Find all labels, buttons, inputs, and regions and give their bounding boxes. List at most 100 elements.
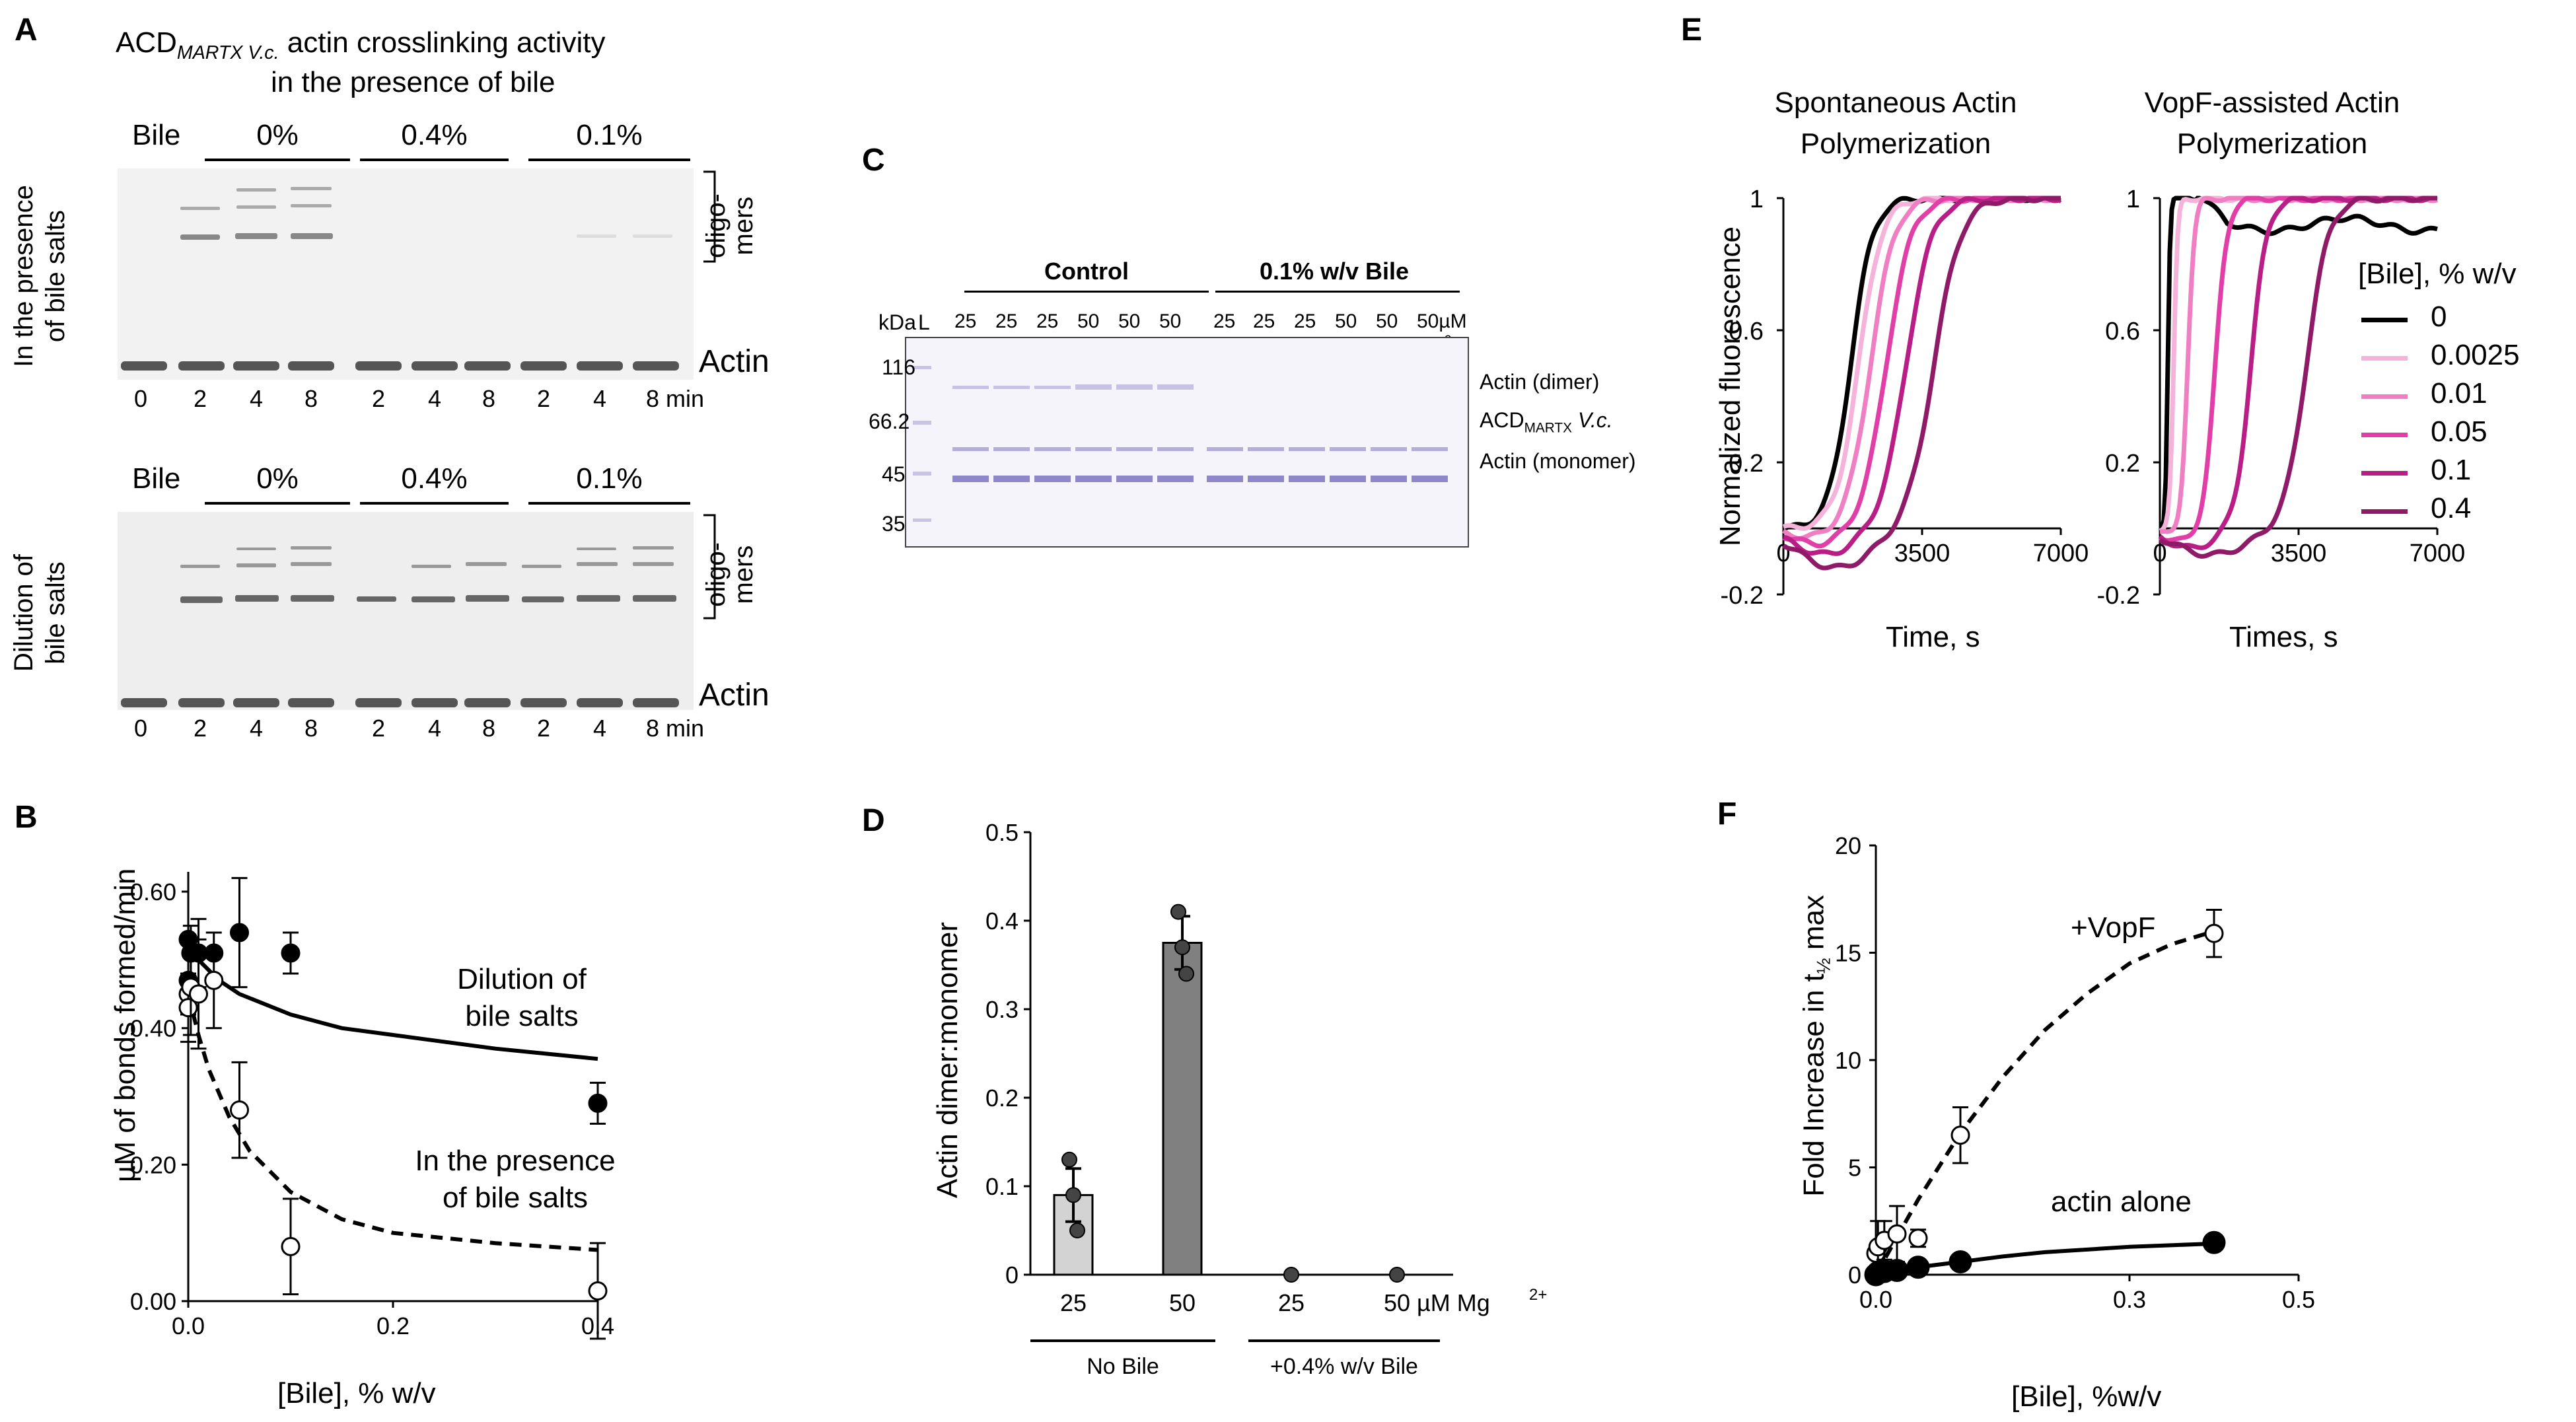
x-tick-label: 3500 [1894, 540, 1950, 567]
data-point [204, 970, 224, 990]
x-tick-label: 0.0 [1859, 1286, 1892, 1313]
b-ylabel: µM of bonds formed/min [109, 868, 141, 1182]
gel-band [180, 207, 220, 210]
gel-band [355, 361, 402, 371]
lane-labels: 25 25 25 50 50 50 25 25 25 50 50 50µM Mg… [954, 310, 1467, 356]
gel-band [633, 562, 674, 566]
series-line-0.01 [1782, 196, 2061, 541]
gel-band [952, 386, 989, 389]
group-label: +0.4% w/v Bile [1270, 1354, 1418, 1379]
unit-label: µM Mg [1417, 1289, 1490, 1316]
gel-band [1157, 384, 1194, 390]
e-ylabel: Normalized fluorescence [1714, 226, 1746, 547]
gel-band [633, 595, 676, 602]
gel-band [1412, 476, 1448, 482]
group-label-bottom-0: 0% [256, 462, 299, 495]
e-legend-title: [Bile], % w/v [2358, 258, 2517, 290]
gel-band [993, 476, 1030, 482]
f-xlabel: [Bile], %w/v [2011, 1380, 2162, 1413]
data-point [230, 1100, 249, 1120]
legend-swatch [2361, 318, 2408, 322]
y-tick-label: 0.60 [130, 878, 176, 906]
gel-band [235, 233, 277, 239]
b-label-dilution: Dilution of bile salts [457, 963, 587, 1032]
legend-label: 0.01 [2431, 377, 2487, 409]
x-tick-label: 0.2 [376, 1312, 410, 1339]
data-point [189, 984, 208, 1004]
x-tick-label: 0.0 [172, 1312, 205, 1339]
gel-band [993, 447, 1030, 451]
category-label: 50 [1169, 1289, 1196, 1316]
panel-d-letter: D [862, 803, 885, 838]
y-tick-label: 0.2 [2105, 450, 2140, 478]
legend-swatch [2361, 433, 2408, 437]
gel-band [235, 595, 279, 602]
kda-label: kDa [878, 310, 916, 334]
gel-band [236, 563, 276, 567]
gel-band [1075, 384, 1112, 390]
data-point [1061, 1151, 1077, 1168]
gel-bottom-side-label: Dilution of bile salts [9, 554, 70, 672]
gel-top [118, 168, 694, 380]
y-tick-label: 10 [1835, 1047, 1861, 1074]
gel-band [180, 565, 220, 568]
gel-band [1157, 447, 1194, 451]
gel-band [291, 546, 332, 550]
gel-band [520, 361, 567, 371]
y-tick-label: 0.6 [2105, 318, 2140, 345]
marker-35: 35 [882, 512, 906, 536]
group-underline [528, 502, 690, 505]
legend-label: 0.1 [2431, 454, 2472, 486]
band-dimer-label: Actin (dimer) [1480, 370, 1600, 394]
gel-band [1248, 447, 1284, 451]
gel-band [577, 548, 616, 550]
x-tick-label: 3500 [2271, 540, 2327, 567]
legend-label: 0.4 [2431, 492, 2472, 524]
gel-band [1330, 476, 1366, 482]
f-ylabel: Fold Increase in t½ max [1797, 895, 1835, 1197]
gel-band [1289, 476, 1325, 482]
series-line-0.0025 [1782, 196, 2062, 531]
gel-band [291, 187, 332, 190]
gel-band [1248, 476, 1284, 482]
fit-line [186, 938, 598, 1061]
gel-band [1371, 476, 1407, 482]
legend-swatch [2361, 356, 2408, 361]
y-tick-label: 20 [1835, 832, 1861, 859]
gel-band [121, 361, 167, 371]
group-underline [360, 502, 509, 505]
gel-band [236, 188, 276, 192]
data-point [588, 1093, 608, 1113]
gel-bottom [118, 512, 694, 710]
panel-a-title: ACDMARTX V.c. actin crosslinking activit… [116, 26, 606, 63]
gel-band [1116, 447, 1153, 451]
y-tick-label: 0.2 [985, 1084, 1019, 1112]
gel-band [464, 698, 511, 707]
y-tick-label: 0.4 [985, 907, 1019, 935]
gel-c [905, 337, 1469, 548]
gel-bottom-bands [121, 546, 679, 707]
gel-band [411, 565, 451, 568]
series-line-0.4 [2159, 196, 2437, 559]
data-point [1949, 1250, 1972, 1273]
y-tick-label: 0.40 [130, 1015, 176, 1042]
e-right-xlabel: Times, s [2229, 621, 2338, 653]
gel-band [291, 233, 333, 239]
x-tick-label: 7000 [2033, 540, 2089, 567]
gel-band [993, 386, 1030, 389]
group-underline [360, 159, 509, 161]
data-point [230, 923, 249, 942]
data-point [588, 1281, 608, 1300]
gel-band [522, 565, 561, 568]
legend-item: 0 [2361, 301, 2573, 338]
control-underline [964, 291, 1209, 293]
gel-band [1116, 476, 1153, 482]
b-xlabel: [Bile], % w/v [277, 1377, 436, 1409]
data-point [1908, 1228, 1928, 1248]
legend-label: 0 [2431, 301, 2447, 333]
oligomers-label-bottom: oligo- mers [701, 542, 758, 607]
legend-swatch [2361, 471, 2408, 476]
actin-label-bottom: Actin [699, 678, 769, 713]
legend-item: 0.1 [2361, 454, 2573, 491]
gel-band [357, 596, 396, 602]
